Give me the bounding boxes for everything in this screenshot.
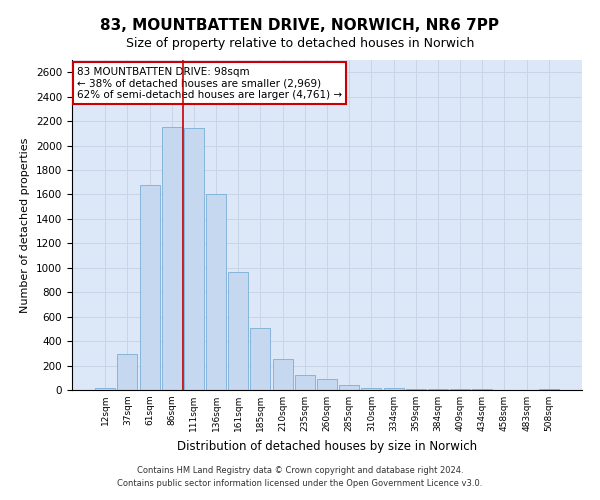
Bar [228, 272, 248, 390]
Bar [184, 128, 204, 390]
Bar [162, 127, 182, 390]
Bar [250, 328, 271, 390]
Bar [317, 379, 337, 390]
Bar [206, 194, 226, 390]
Bar [339, 385, 359, 390]
Text: Contains HM Land Registry data © Crown copyright and database right 2024.
Contai: Contains HM Land Registry data © Crown c… [118, 466, 482, 487]
Bar [118, 354, 137, 390]
Y-axis label: Number of detached properties: Number of detached properties [20, 138, 31, 312]
Text: 83 MOUNTBATTEN DRIVE: 98sqm
← 38% of detached houses are smaller (2,969)
62% of : 83 MOUNTBATTEN DRIVE: 98sqm ← 38% of det… [77, 66, 342, 100]
Bar [272, 360, 293, 390]
Bar [361, 388, 382, 390]
Bar [95, 388, 115, 390]
Bar [472, 389, 492, 390]
X-axis label: Distribution of detached houses by size in Norwich: Distribution of detached houses by size … [177, 440, 477, 452]
Bar [383, 388, 404, 390]
Bar [406, 389, 426, 390]
Bar [140, 184, 160, 390]
Bar [295, 376, 315, 390]
Bar [428, 388, 448, 390]
Text: Size of property relative to detached houses in Norwich: Size of property relative to detached ho… [126, 38, 474, 51]
Text: 83, MOUNTBATTEN DRIVE, NORWICH, NR6 7PP: 83, MOUNTBATTEN DRIVE, NORWICH, NR6 7PP [101, 18, 499, 32]
Bar [539, 388, 559, 390]
